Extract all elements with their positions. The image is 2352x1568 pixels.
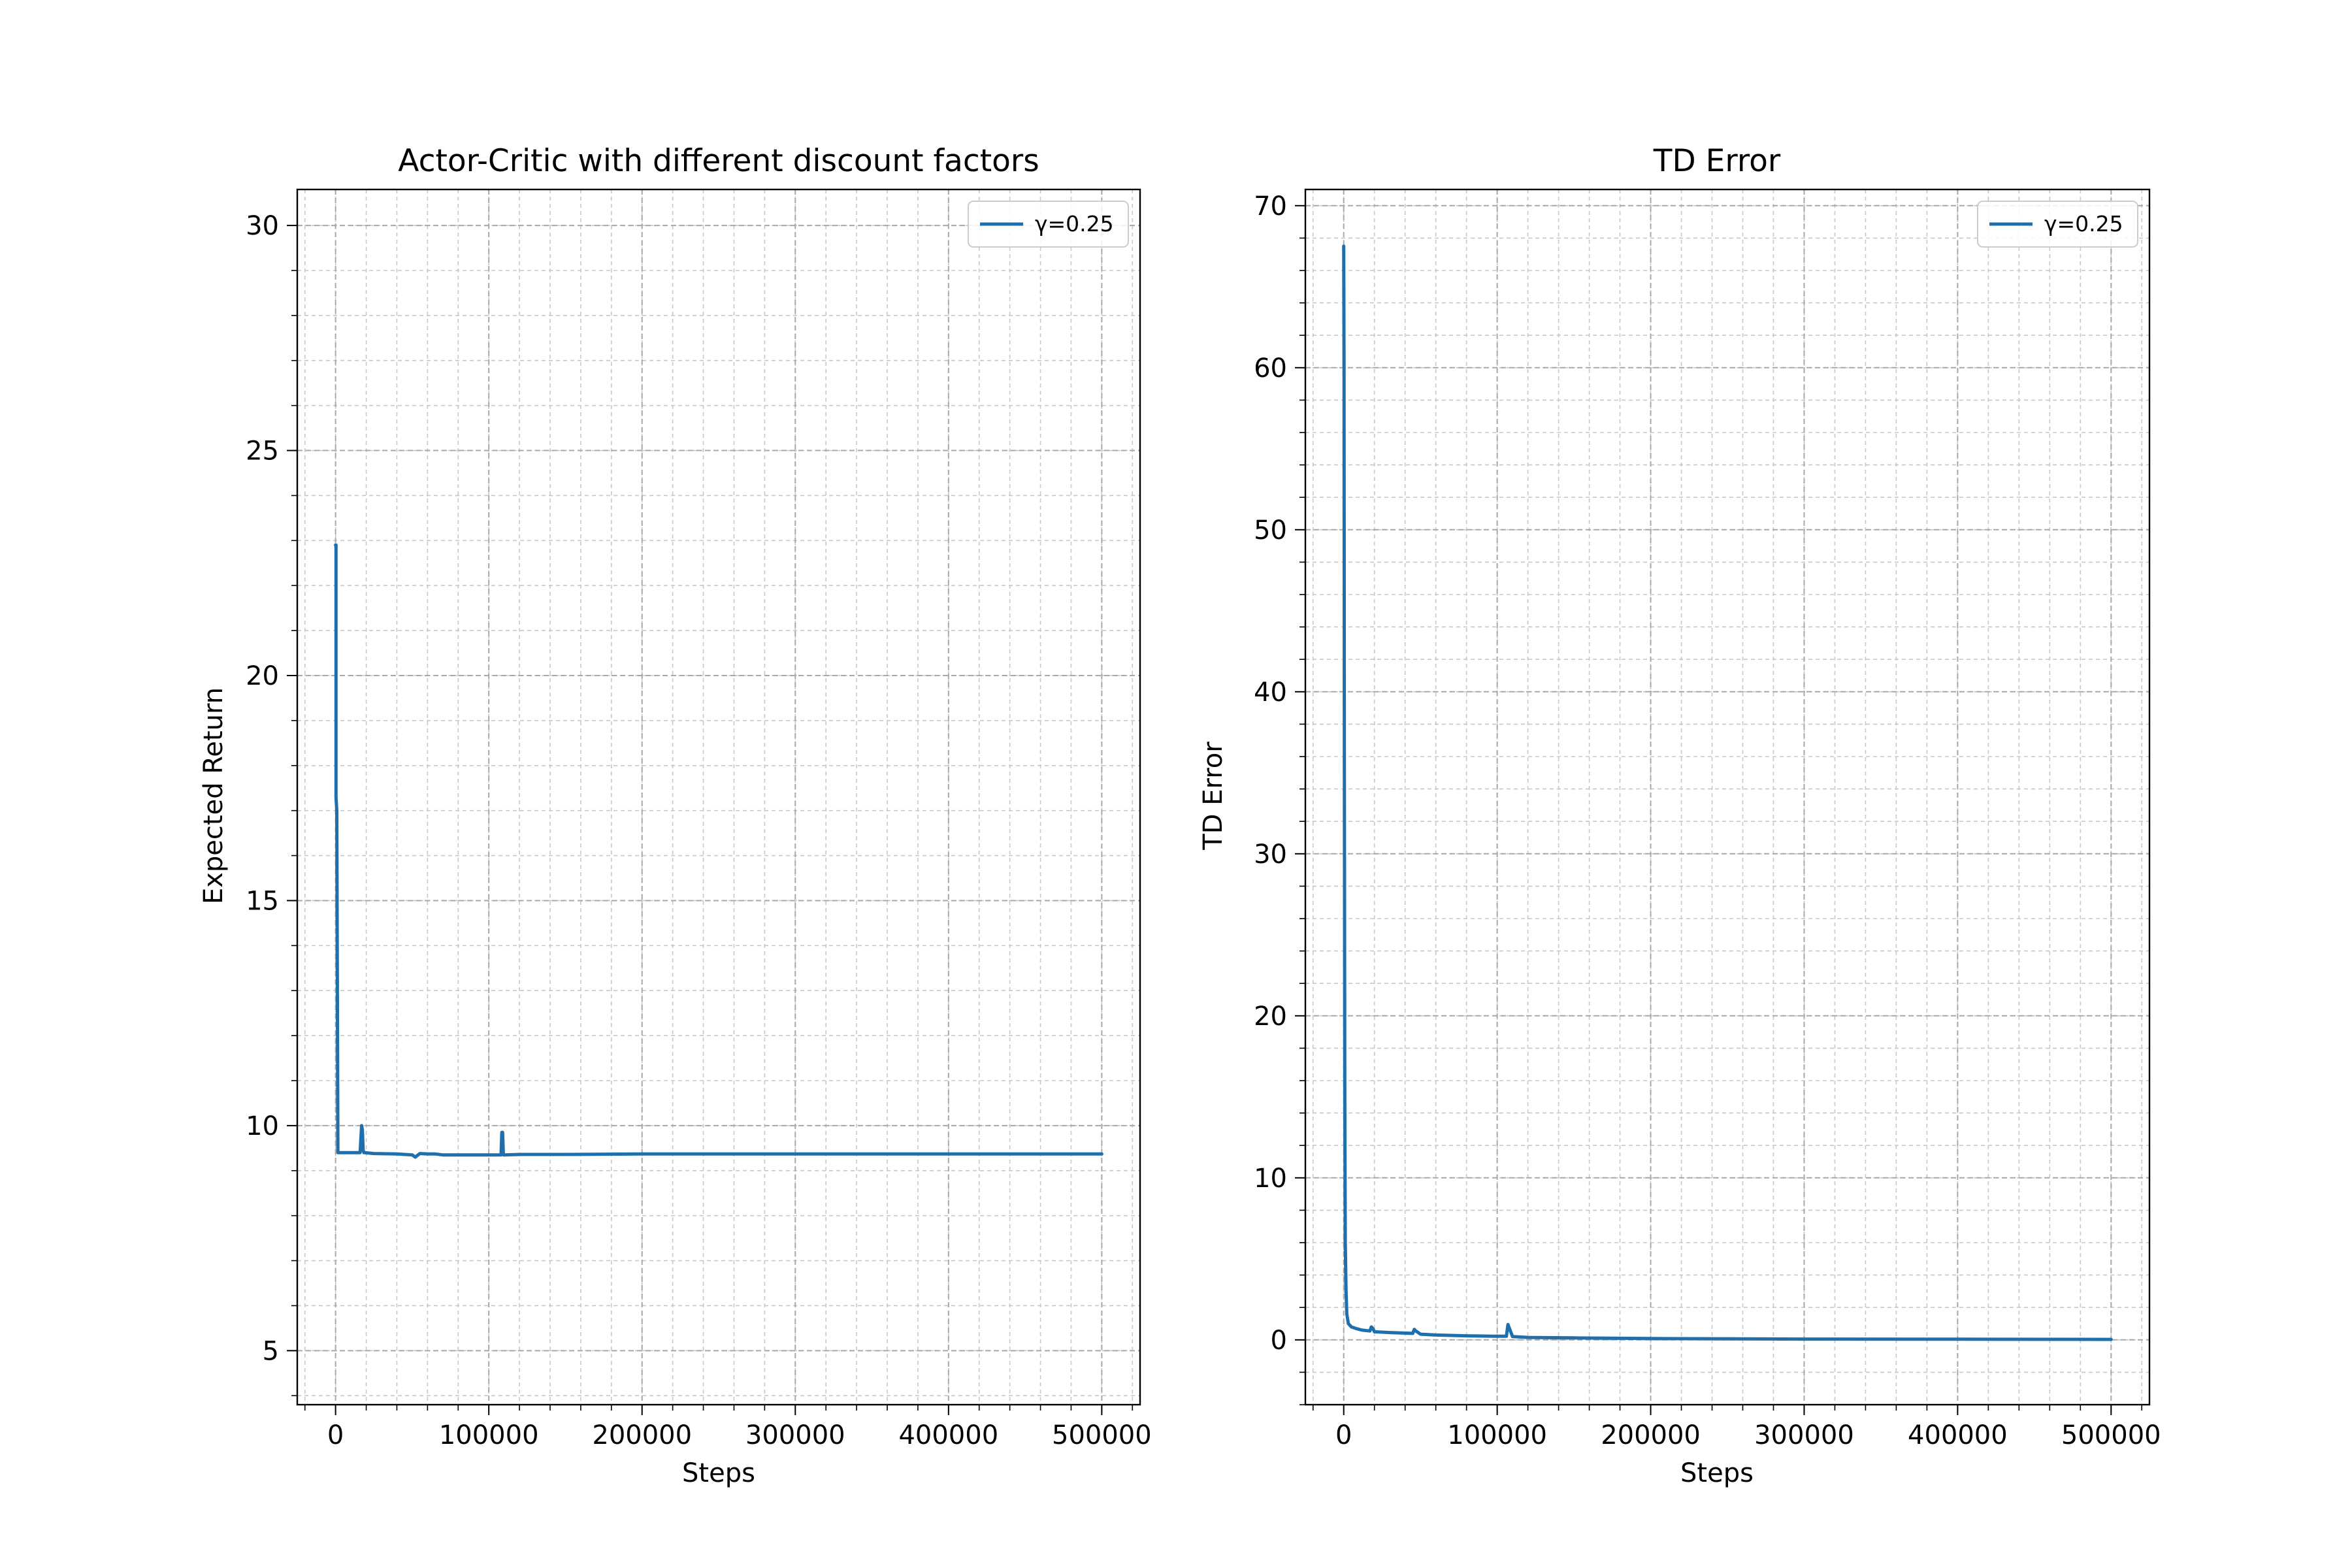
x-tick-label: 500000 bbox=[1052, 1420, 1152, 1450]
axes: 0 100000 200000 300000 400000 500000 5 10 15 20 25… bbox=[246, 188, 1152, 1450]
chart-td-error: TD Error Steps TD Error 0 100000 200000 300… bbox=[1198, 143, 2161, 1488]
y-tick-label: 60 bbox=[1254, 353, 1287, 384]
x-tick-label: 500000 bbox=[2061, 1420, 2161, 1450]
x-tick-label: 400000 bbox=[898, 1420, 998, 1450]
y-tick-label: 5 bbox=[263, 1336, 279, 1366]
y-tick-label: 30 bbox=[246, 211, 279, 241]
grid bbox=[1305, 189, 2149, 1405]
y-tick-label: 0 bbox=[1271, 1326, 1287, 1356]
legend-label: γ=0.25 bbox=[1035, 211, 1114, 237]
x-tick-label: 200000 bbox=[592, 1420, 692, 1450]
y-tick-label: 70 bbox=[1254, 191, 1287, 221]
grid bbox=[297, 189, 1140, 1405]
series-line bbox=[1342, 244, 2113, 1341]
legend: γ=0.25 bbox=[968, 201, 1129, 248]
y-tick-label: 50 bbox=[1254, 515, 1287, 546]
chart-actor-critic-return: Actor-Critic with different discount fac… bbox=[199, 143, 1152, 1488]
x-tick-label: 100000 bbox=[1447, 1420, 1547, 1450]
y-axis-label: Expected Return bbox=[199, 687, 229, 904]
y-tick-label: 10 bbox=[246, 1111, 279, 1141]
legend-label: γ=0.25 bbox=[2044, 211, 2123, 237]
y-tick-label: 40 bbox=[1254, 678, 1287, 708]
axes: 0 100000 200000 300000 400000 500000 0 10 20 30 40… bbox=[1254, 188, 2161, 1450]
plot-area bbox=[1342, 244, 2113, 1341]
axes-frame bbox=[1304, 188, 2151, 1406]
y-tick-label: 25 bbox=[246, 436, 279, 466]
x-tick-label: 0 bbox=[327, 1420, 344, 1450]
x-axis-label: Steps bbox=[682, 1458, 755, 1488]
chart-title: Actor-Critic with different discount fac… bbox=[398, 143, 1039, 179]
series-line bbox=[334, 543, 1103, 1159]
x-tick-label: 100000 bbox=[439, 1420, 539, 1450]
x-tick-label: 200000 bbox=[1601, 1420, 1701, 1450]
x-tick-label: 400000 bbox=[1908, 1420, 2008, 1450]
legend-box bbox=[968, 201, 1129, 248]
legend-box bbox=[1977, 201, 2138, 248]
y-tick-label: 30 bbox=[1254, 840, 1287, 870]
y-tick-label: 20 bbox=[1254, 1002, 1287, 1032]
legend: γ=0.25 bbox=[1977, 201, 2138, 248]
y-tick-label: 15 bbox=[246, 886, 279, 916]
y-tick-label: 10 bbox=[1254, 1164, 1287, 1194]
axes-frame bbox=[296, 188, 1141, 1406]
x-tick-label: 0 bbox=[1335, 1420, 1352, 1450]
x-axis-label: Steps bbox=[1680, 1458, 1754, 1488]
plot-area bbox=[334, 543, 1103, 1159]
chart-title: TD Error bbox=[1653, 143, 1781, 179]
x-tick-label: 300000 bbox=[745, 1420, 845, 1450]
x-tick-label: 300000 bbox=[1754, 1420, 1854, 1450]
y-tick-label: 20 bbox=[246, 661, 279, 691]
y-axis-label: TD Error bbox=[1198, 742, 1228, 851]
